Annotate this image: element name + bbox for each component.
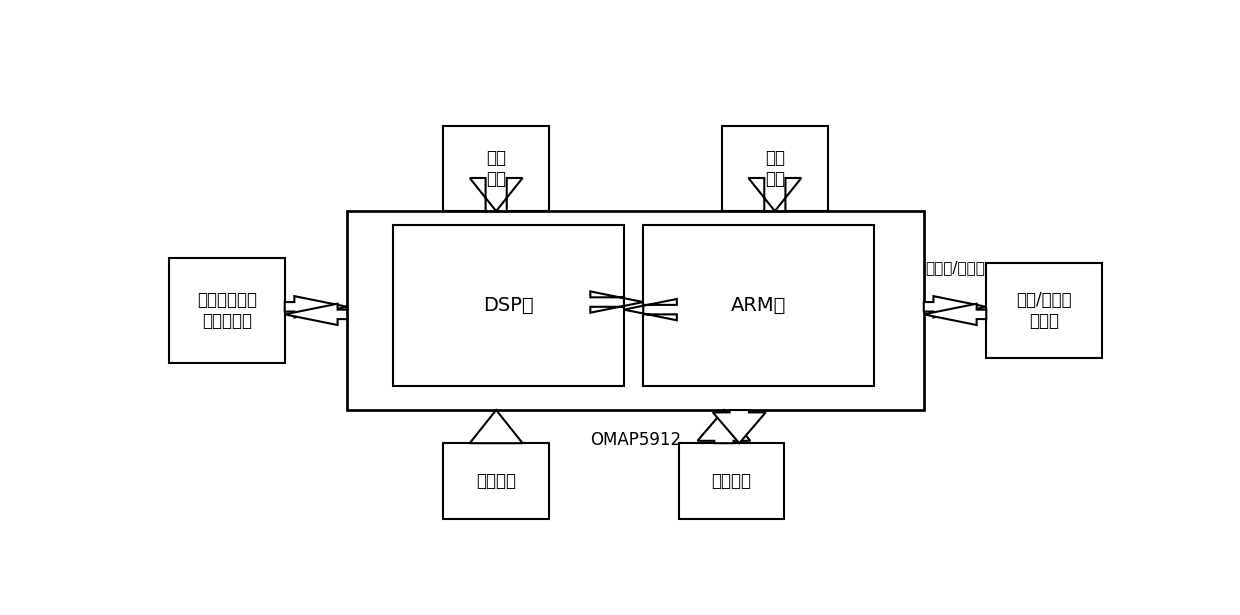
- Bar: [393, 225, 624, 386]
- Polygon shape: [624, 299, 677, 320]
- Polygon shape: [924, 296, 986, 317]
- Bar: [444, 126, 549, 211]
- Bar: [170, 258, 285, 363]
- Polygon shape: [697, 410, 750, 443]
- Bar: [347, 211, 924, 410]
- Bar: [722, 126, 828, 211]
- Polygon shape: [470, 178, 522, 211]
- Bar: [678, 443, 785, 519]
- Text: DSP核: DSP核: [484, 296, 534, 315]
- Text: 电源模块: 电源模块: [476, 472, 516, 490]
- Polygon shape: [749, 178, 801, 211]
- Polygon shape: [285, 296, 347, 317]
- Polygon shape: [590, 292, 644, 312]
- Polygon shape: [470, 410, 522, 443]
- Polygon shape: [713, 410, 766, 443]
- Bar: [986, 263, 1101, 358]
- Text: 复位
模块: 复位 模块: [486, 149, 506, 188]
- Text: 麦克风阵列数
据采集模块: 麦克风阵列数 据采集模块: [197, 291, 257, 330]
- Text: 存储模块: 存储模块: [712, 472, 751, 490]
- Bar: [644, 225, 874, 386]
- Text: 以太网/无线网: 以太网/无线网: [925, 261, 985, 276]
- Text: 云端/本地识
别系统: 云端/本地识 别系统: [1016, 291, 1071, 330]
- Bar: [444, 443, 549, 519]
- Text: ARM核: ARM核: [730, 296, 786, 315]
- Polygon shape: [285, 304, 347, 325]
- Text: OMAP5912: OMAP5912: [590, 431, 681, 450]
- Polygon shape: [924, 304, 986, 325]
- Text: 控键
模块: 控键 模块: [765, 149, 785, 188]
